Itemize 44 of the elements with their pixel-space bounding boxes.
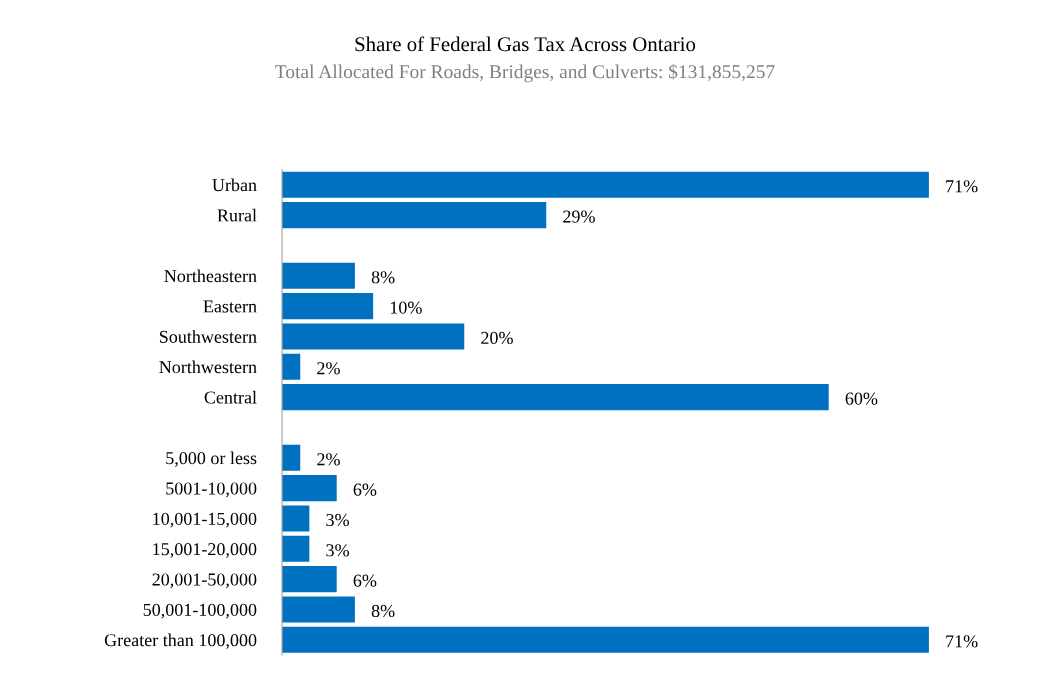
y-tick-label: Northeastern (164, 269, 257, 283)
y-tick-label: Central (204, 390, 257, 404)
data-label: 2% (317, 362, 340, 375)
bar (282, 384, 829, 411)
y-tick-label: 5001-10,000 (166, 482, 257, 498)
y-tick-label: 5,000 or less (166, 451, 257, 467)
y-tick-label: Urban (212, 178, 257, 192)
bar (282, 505, 310, 532)
bar (282, 323, 465, 350)
bar (282, 293, 374, 320)
y-tick-label: 15,001-20,000 (153, 543, 257, 558)
data-label: 60% (845, 392, 878, 405)
bar (282, 171, 929, 198)
bar (282, 444, 301, 471)
chart-subtitle: Total Allocated For Roads, Bridges, and Culverts: $131,855,257 (275, 63, 775, 83)
data-label: 2% (317, 453, 340, 466)
bar (282, 535, 310, 562)
data-label: 3% (326, 513, 349, 527)
y-tick-label: 10,001-15,000 (153, 512, 257, 528)
y-tick-label: 20,001-50,000 (152, 573, 257, 589)
data-label: 3% (326, 544, 349, 557)
data-label: 6% (353, 483, 377, 496)
chart-title: Share of Federal Gas Tax Across Ontario (355, 36, 696, 52)
y-tick-label: Greater than 100,000 (104, 633, 257, 649)
data-label: 8% (371, 271, 395, 284)
bar (282, 202, 547, 229)
data-label: 71% (946, 180, 978, 193)
data-label: 20% (481, 331, 513, 345)
y-tick-label: Northwestern (159, 360, 257, 374)
data-label: 29% (563, 210, 595, 223)
y-tick-label: Rural (217, 208, 257, 222)
y-tick-label: Eastern (203, 300, 257, 313)
y-tick-label: Southwestern (159, 330, 257, 343)
data-label: 8% (371, 604, 395, 618)
bar (282, 262, 355, 289)
data-label: 6% (353, 574, 377, 587)
bar (282, 596, 355, 623)
data-label: 71% (946, 635, 978, 648)
bar (282, 566, 337, 593)
bar (282, 475, 337, 502)
data-label: 10% (390, 301, 422, 314)
bar (282, 353, 301, 380)
bar (282, 626, 929, 653)
y-tick-label: 50,001-100,000 (143, 603, 257, 619)
